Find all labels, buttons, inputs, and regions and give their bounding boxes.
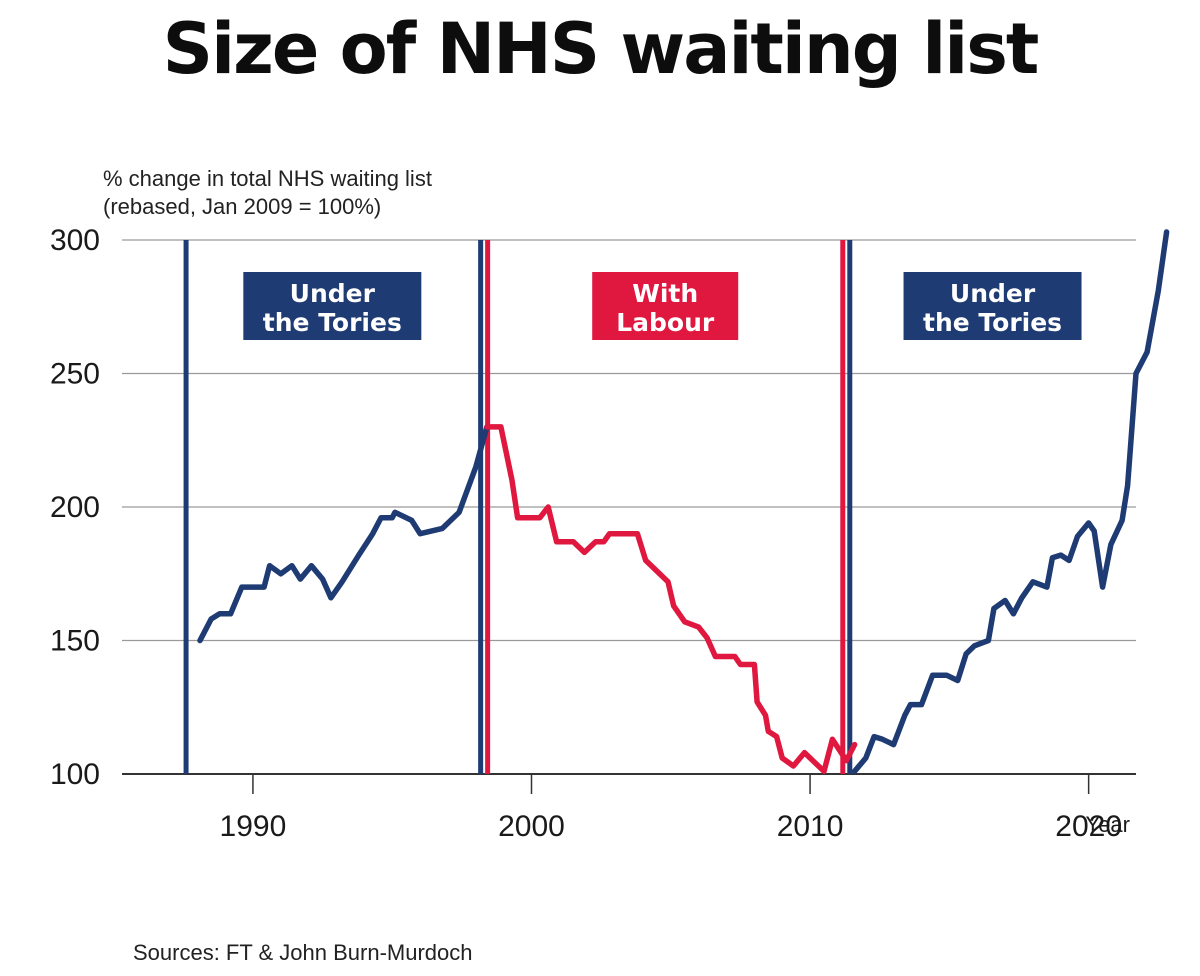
period-label-text: With [632,279,698,308]
x-tick-label-2010: 2010 [777,810,844,843]
period-label-box [243,272,422,340]
period-label-box [592,272,739,340]
x-tick-label-2020: 2020 [1055,810,1122,843]
source-note: Sources: FT & John Burn-Murdoch [133,940,473,965]
period-label-text: Under [290,279,376,308]
x-tick-label-1990: 1990 [220,810,287,843]
y-tick-label-200: 200 [50,491,100,524]
period-label-text: Under [950,279,1036,308]
y-axis-label-line-2: (rebased, Jan 2009 = 100%) [103,194,382,219]
y-axis-label-line-1: % change in total NHS waiting list [103,166,432,191]
series-line-2-labour [484,424,858,775]
period-label-box [903,272,1082,340]
y-tick-label-150: 150 [50,625,100,658]
series-line-3-tory [851,229,1170,775]
x-tick-label-2000: 2000 [498,810,565,843]
chart-title: Size of NHS waiting list [162,8,1040,90]
y-tick-label-250: 250 [50,358,100,391]
y-tick-label-300: 300 [50,224,100,257]
period-label-text: Labour [616,308,715,337]
period-label-text: the Tories [923,308,1062,337]
series-line-1-tory [197,424,490,644]
y-tick-label-100: 100 [50,758,100,791]
y-axis-label: % change in total NHS waiting list (reba… [103,165,432,221]
period-label-text: the Tories [263,308,402,337]
x-axis-unit-label: Year [1086,812,1130,837]
